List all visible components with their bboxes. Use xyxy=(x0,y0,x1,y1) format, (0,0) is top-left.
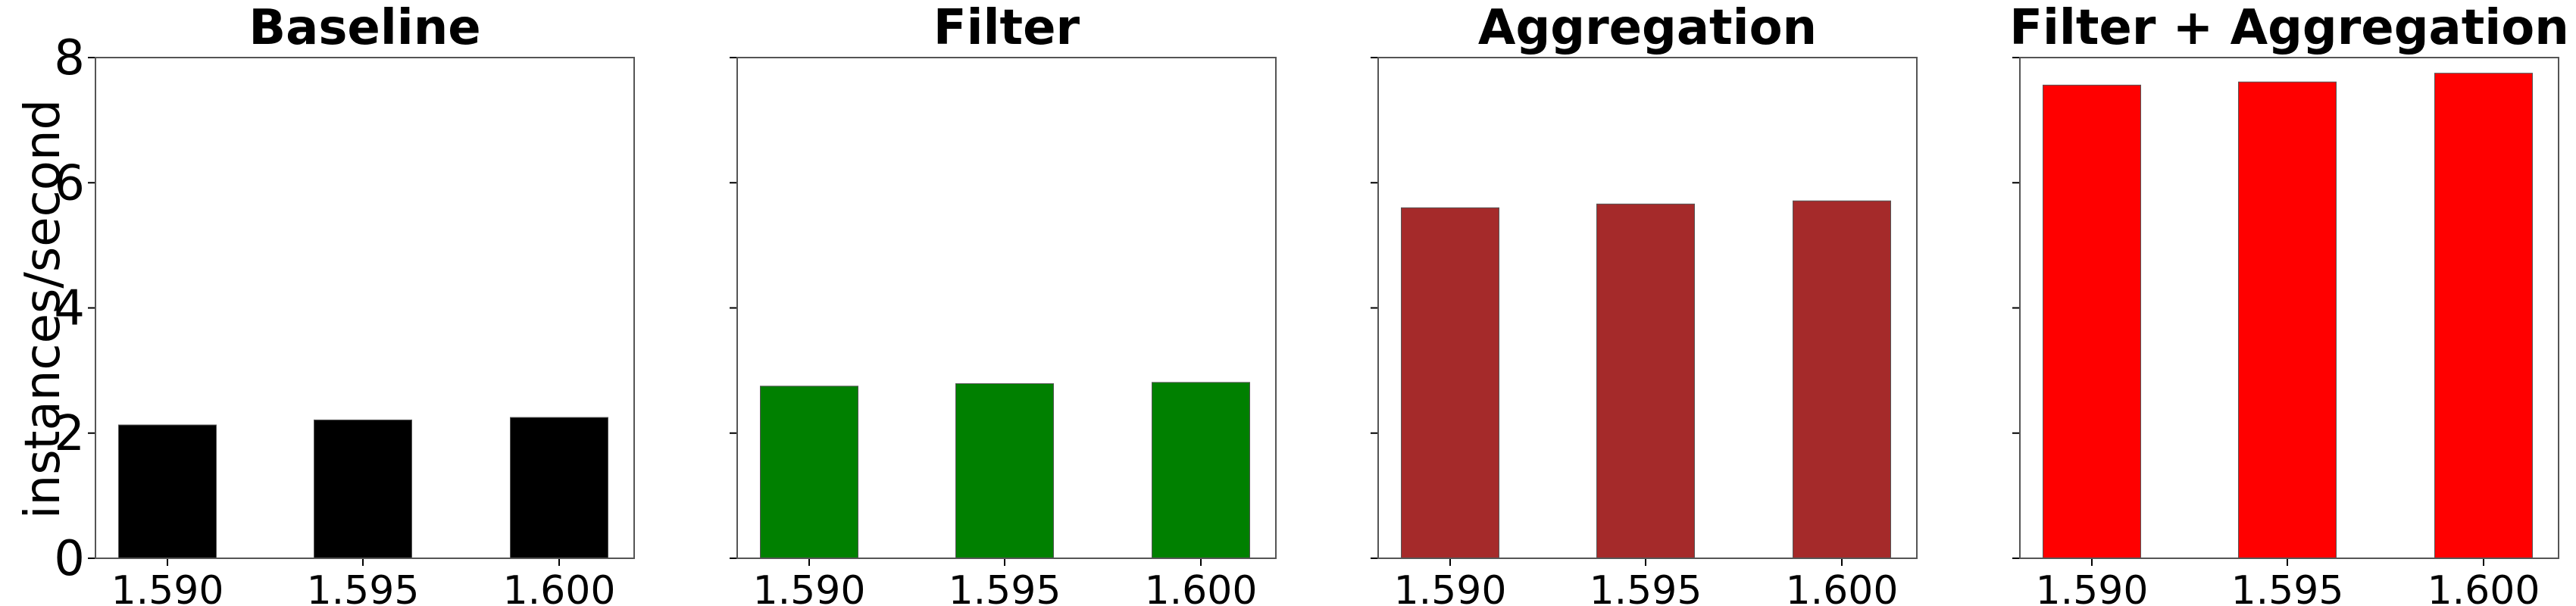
y-tick-label: 6 xyxy=(54,155,85,211)
panel-frame xyxy=(736,57,1277,559)
bar xyxy=(1152,382,1250,559)
bar xyxy=(510,417,608,559)
panel-title: Filter + Aggregation xyxy=(2009,0,2569,56)
x-tick-label: 1.595 xyxy=(1590,568,1702,606)
y-tick-label: 0 xyxy=(54,531,85,587)
panel-title: Baseline xyxy=(249,0,480,56)
x-tick-label: 1.590 xyxy=(2036,568,2149,606)
y-tick-label: 2 xyxy=(54,406,85,462)
bar xyxy=(955,383,1054,559)
panel-title: Filter xyxy=(933,0,1080,56)
bar xyxy=(1401,207,1499,559)
bar xyxy=(2238,81,2337,559)
bar xyxy=(2043,84,2141,559)
x-tick-label: 1.590 xyxy=(753,568,866,606)
x-tick-label: 1.600 xyxy=(2428,568,2540,606)
y-tick-label: 4 xyxy=(54,281,85,337)
panel-frame xyxy=(2019,57,2559,559)
y-tick-label: 8 xyxy=(54,30,85,86)
x-tick-label: 1.595 xyxy=(307,568,420,606)
panel-frame xyxy=(1377,57,1918,559)
bar xyxy=(118,424,217,559)
panel-title: Aggregation xyxy=(1478,0,1817,56)
x-tick-label: 1.595 xyxy=(949,568,1061,606)
y-axis-label: instances/second xyxy=(15,99,71,519)
x-tick-label: 1.600 xyxy=(1786,568,1899,606)
bar xyxy=(314,419,412,559)
bar xyxy=(760,386,858,559)
x-tick-label: 1.600 xyxy=(503,568,616,606)
panel-frame xyxy=(95,57,635,559)
x-tick-label: 1.595 xyxy=(2231,568,2344,606)
x-tick-label: 1.590 xyxy=(111,568,224,606)
bar xyxy=(1793,200,1891,559)
bar xyxy=(1596,203,1695,559)
x-tick-label: 1.590 xyxy=(1394,568,1507,606)
x-tick-label: 1.600 xyxy=(1145,568,1258,606)
bar xyxy=(2434,73,2533,559)
